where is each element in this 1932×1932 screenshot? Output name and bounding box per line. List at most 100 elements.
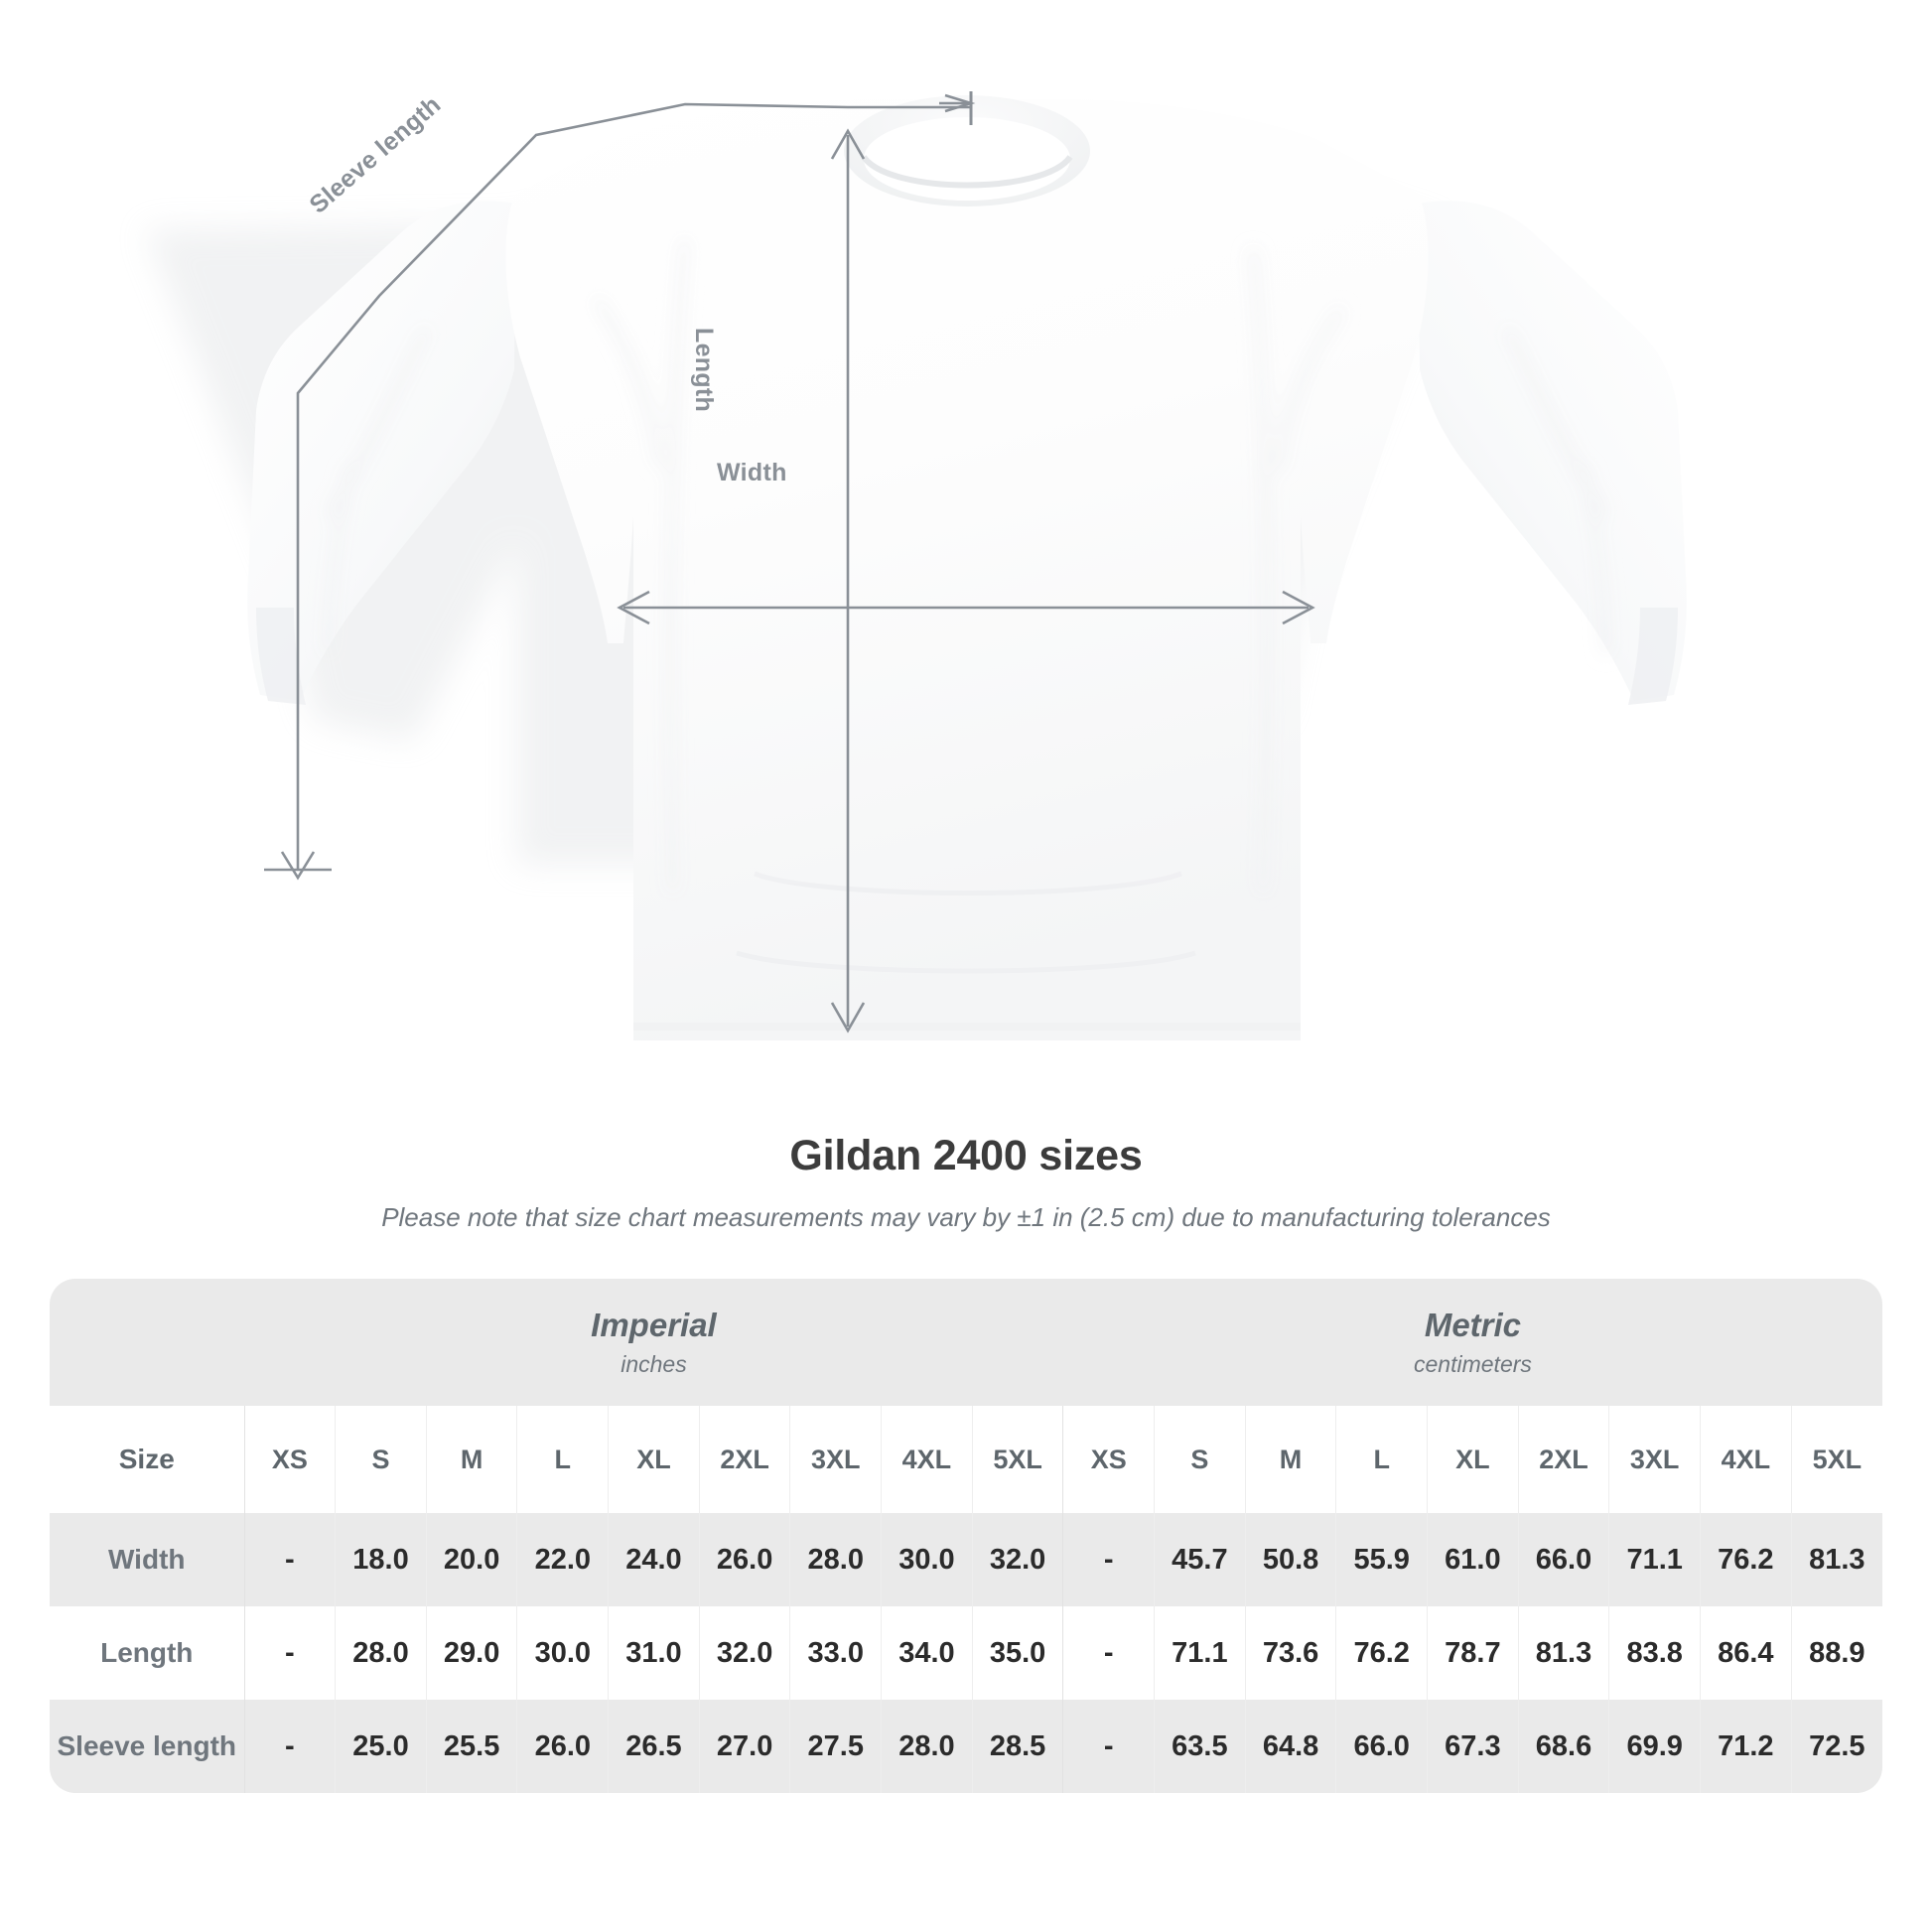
size-header-imperial-l: L	[516, 1406, 609, 1513]
title-block: Gildan 2400 sizes Please note that size …	[0, 1132, 1932, 1233]
size-header-metric-s: S	[1154, 1406, 1246, 1513]
row-label-sleeve-length: Sleeve length	[50, 1700, 244, 1793]
cell-sleeve-metric-2xl: 68.6	[1517, 1700, 1609, 1793]
size-header-imperial-2xl: 2XL	[698, 1406, 790, 1513]
left-sleeve	[247, 201, 516, 701]
cell-sleeve-metric-l: 66.0	[1335, 1700, 1428, 1793]
cell-width-imperial-m: 20.0	[425, 1513, 517, 1606]
cell-width-metric-m: 50.8	[1244, 1513, 1336, 1606]
table-row-length: Length - 28.0 29.0 30.0 31.0 32.0 33.0 3…	[50, 1606, 1882, 1700]
cell-length-metric-xl: 78.7	[1427, 1606, 1519, 1700]
cell-length-imperial-4xl: 34.0	[881, 1606, 973, 1700]
cell-sleeve-imperial-xl: 26.5	[608, 1700, 700, 1793]
cell-width-imperial-4xl: 30.0	[881, 1513, 973, 1606]
cell-sleeve-imperial-s: 25.0	[335, 1700, 427, 1793]
size-header-metric-xl: XL	[1427, 1406, 1519, 1513]
cell-width-metric-xs: -	[1062, 1513, 1155, 1606]
width-arrow-right	[1282, 590, 1315, 625]
cell-sleeve-imperial-xs: -	[243, 1700, 336, 1793]
row-label-width: Width	[50, 1513, 244, 1606]
unit-spacer-cell	[50, 1279, 244, 1406]
unit-sub-imperial: inches	[621, 1350, 687, 1377]
length-arrow-bottom	[830, 1002, 866, 1034]
cell-sleeve-metric-5xl: 72.5	[1790, 1700, 1882, 1793]
size-header-imperial-5xl: 5XL	[971, 1406, 1063, 1513]
cell-sleeve-metric-xl: 67.3	[1427, 1700, 1519, 1793]
cell-sleeve-metric-xs: -	[1062, 1700, 1155, 1793]
cell-width-metric-l: 55.9	[1335, 1513, 1428, 1606]
sleeve-arrow-bottom	[280, 851, 316, 881]
size-chart-table: Imperial inches Metric centimeters Size …	[50, 1279, 1882, 1793]
size-header-imperial-xs: XS	[243, 1406, 336, 1513]
size-table-wrap: Imperial inches Metric centimeters Size …	[50, 1279, 1882, 1793]
cell-width-imperial-xs: -	[243, 1513, 336, 1606]
sleeve-arrow-top-head	[944, 93, 976, 113]
cell-width-metric-5xl: 81.3	[1790, 1513, 1882, 1606]
cell-length-imperial-m: 29.0	[425, 1606, 517, 1700]
size-header-metric-5xl: 5XL	[1790, 1406, 1882, 1513]
unit-name-metric: Metric	[1424, 1307, 1522, 1344]
cell-length-metric-5xl: 88.9	[1790, 1606, 1882, 1700]
cell-length-imperial-s: 28.0	[335, 1606, 427, 1700]
unit-cell-metric: Metric centimeters	[1062, 1279, 1882, 1406]
cell-length-imperial-xl: 31.0	[608, 1606, 700, 1700]
fabric-folds-fine	[736, 871, 1196, 974]
cell-width-imperial-s: 18.0	[335, 1513, 427, 1606]
table-row-sleeve-length: Sleeve length - 25.0 25.5 26.0 26.5 27.0…	[50, 1700, 1882, 1793]
cell-length-metric-s: 71.1	[1154, 1606, 1246, 1700]
cell-sleeve-imperial-l: 26.0	[516, 1700, 609, 1793]
cell-sleeve-imperial-4xl: 28.0	[881, 1700, 973, 1793]
size-header-metric-xs: XS	[1062, 1406, 1155, 1513]
cell-length-metric-3xl: 83.8	[1608, 1606, 1701, 1700]
cell-length-metric-l: 76.2	[1335, 1606, 1428, 1700]
size-header-label: Size	[50, 1406, 244, 1513]
cell-width-metric-2xl: 66.0	[1517, 1513, 1609, 1606]
left-cuff	[256, 608, 306, 705]
long-sleeve-shirt-svg	[145, 91, 1687, 1040]
cell-width-metric-xl: 61.0	[1427, 1513, 1519, 1606]
cell-sleeve-imperial-3xl: 27.5	[789, 1700, 882, 1793]
length-label: Length	[690, 328, 718, 413]
cell-sleeve-imperial-2xl: 27.0	[698, 1700, 790, 1793]
size-header-imperial-s: S	[335, 1406, 427, 1513]
size-header-metric-4xl: 4XL	[1700, 1406, 1792, 1513]
length-arrow-top	[830, 128, 866, 160]
size-header-metric-2xl: 2XL	[1517, 1406, 1609, 1513]
cell-sleeve-metric-m: 64.8	[1244, 1700, 1336, 1793]
size-header-imperial-xl: XL	[608, 1406, 700, 1513]
cell-length-imperial-xs: -	[243, 1606, 336, 1700]
table-row-width: Width - 18.0 20.0 22.0 24.0 26.0 28.0 30…	[50, 1513, 1882, 1606]
cell-width-imperial-5xl: 32.0	[971, 1513, 1063, 1606]
cell-sleeve-metric-s: 63.5	[1154, 1700, 1246, 1793]
width-label: Width	[717, 459, 787, 486]
right-sleeve	[1418, 201, 1687, 701]
cell-length-imperial-5xl: 35.0	[971, 1606, 1063, 1700]
measurement-lines	[264, 91, 1315, 1034]
cell-length-metric-xs: -	[1062, 1606, 1155, 1700]
right-cuff	[1628, 608, 1678, 705]
cell-sleeve-imperial-m: 25.5	[425, 1700, 517, 1793]
size-header-metric-l: L	[1335, 1406, 1428, 1513]
page-title: Gildan 2400 sizes	[789, 1132, 1143, 1179]
cell-width-imperial-3xl: 28.0	[789, 1513, 882, 1606]
fabric-folds	[324, 237, 1610, 895]
cell-length-imperial-l: 30.0	[516, 1606, 609, 1700]
cell-length-imperial-2xl: 32.0	[698, 1606, 790, 1700]
cell-length-imperial-3xl: 33.0	[789, 1606, 882, 1700]
unit-header-row: Imperial inches Metric centimeters	[50, 1279, 1882, 1406]
cell-width-imperial-2xl: 26.0	[698, 1513, 790, 1606]
size-header-imperial-m: M	[425, 1406, 517, 1513]
unit-sub-metric: centimeters	[1414, 1350, 1532, 1377]
shirt-body	[505, 99, 1429, 1040]
cell-width-metric-4xl: 76.2	[1700, 1513, 1792, 1606]
cell-sleeve-imperial-5xl: 28.5	[971, 1700, 1063, 1793]
width-arrow-left	[617, 590, 650, 625]
size-header-imperial-4xl: 4XL	[881, 1406, 973, 1513]
unit-cell-imperial: Imperial inches	[244, 1279, 1063, 1406]
cell-sleeve-metric-3xl: 69.9	[1608, 1700, 1701, 1793]
cell-width-imperial-l: 22.0	[516, 1513, 609, 1606]
cell-length-metric-m: 73.6	[1244, 1606, 1336, 1700]
size-header-metric-m: M	[1244, 1406, 1336, 1513]
garment-illustration: Sleeve length Length Width	[145, 90, 1687, 1040]
